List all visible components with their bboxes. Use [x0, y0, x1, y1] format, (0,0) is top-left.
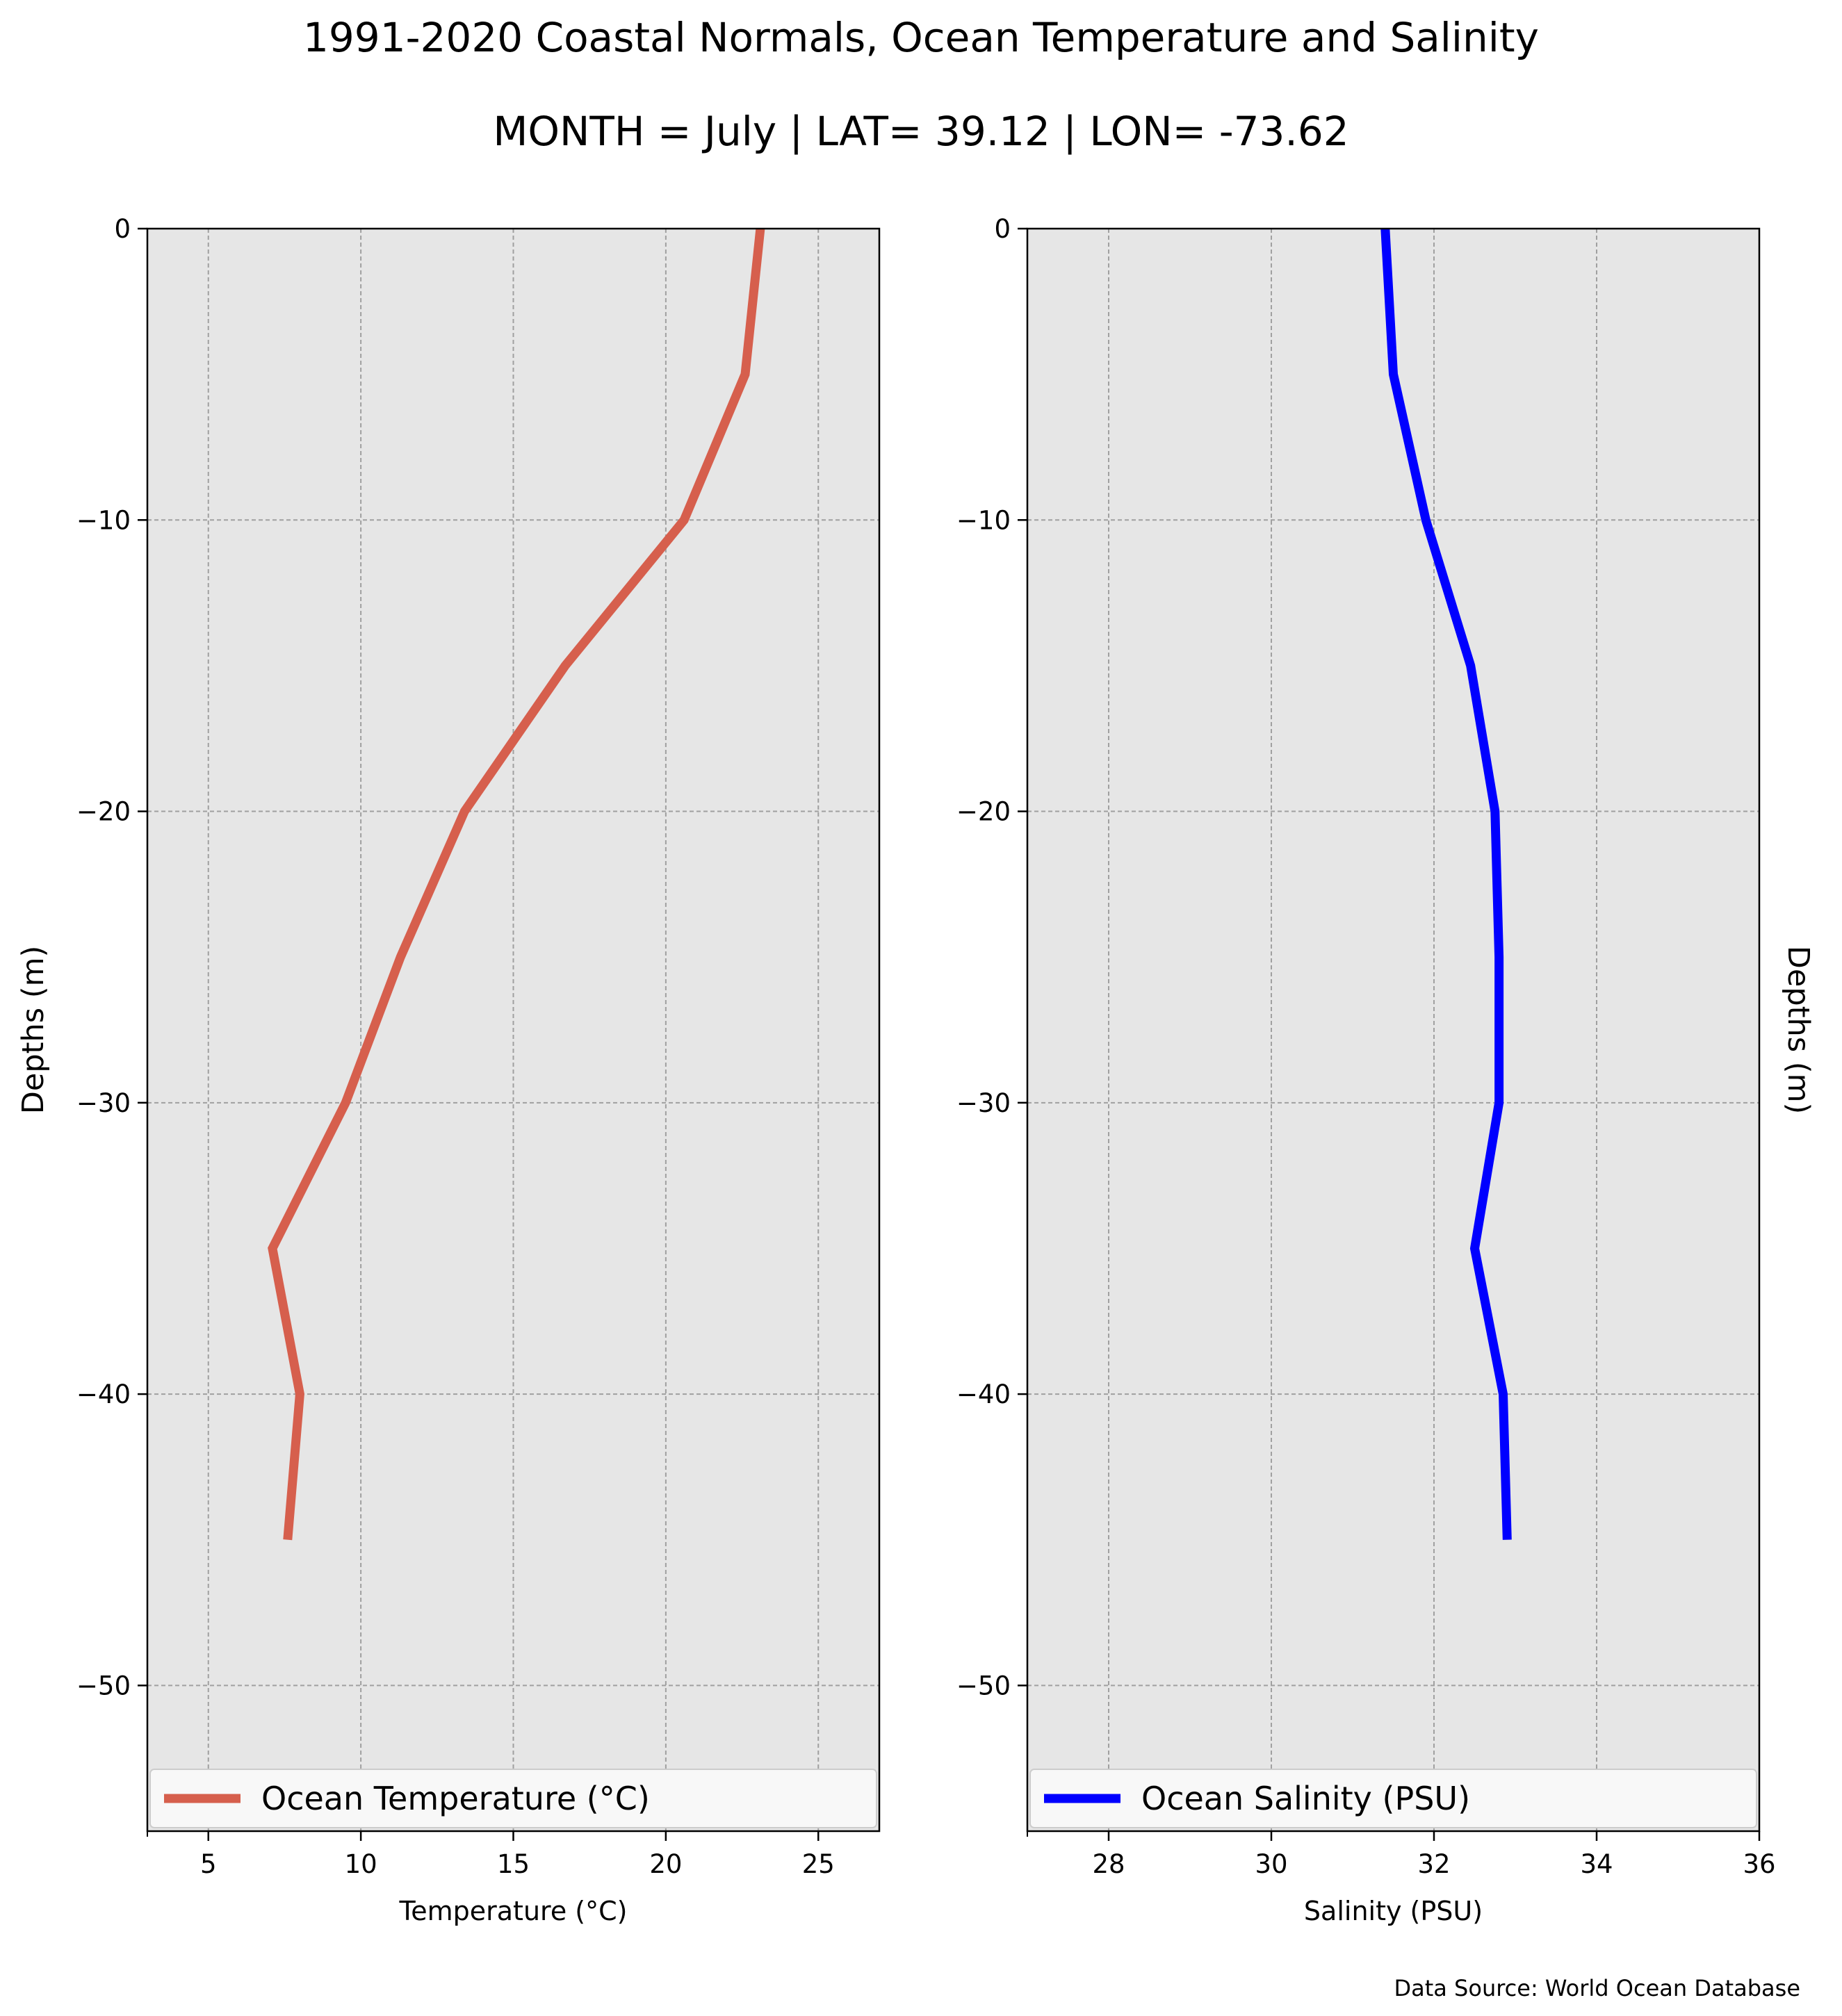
y-tick-label: 0	[114, 214, 131, 244]
y-tick-label: −20	[956, 797, 1011, 827]
x-tick-label: 25	[802, 1849, 835, 1879]
y-axis-label-temperature: Depths (m)	[16, 946, 51, 1114]
legend-label-temperature: Ocean Temperature (°C)	[261, 1780, 650, 1817]
y-tick-label: −50	[76, 1671, 131, 1701]
x-tick-label: 15	[497, 1849, 530, 1879]
x-tick-label: 5	[200, 1849, 217, 1879]
series-line-temperature	[268, 228, 765, 1541]
x-tick-label: 36	[1743, 1849, 1775, 1879]
legend-label-salinity: Ocean Salinity (PSU)	[1141, 1780, 1470, 1817]
data-source-note: Data Source: World Ocean Database	[1394, 1975, 1800, 2001]
x-tick-label: 10	[345, 1849, 377, 1879]
y-tick-label: −30	[956, 1088, 1011, 1118]
x-axis-label-temperature: Temperature (°C)	[399, 1896, 628, 1926]
y-tick-label: −10	[76, 505, 131, 535]
chart-title: 1991-2020 Coastal Normals, Ocean Tempera…	[303, 14, 1539, 61]
y-tick-label: −40	[76, 1379, 131, 1409]
legend-box-salinity	[1029, 1769, 1757, 1828]
x-axis-label-salinity: Salinity (PSU)	[1304, 1896, 1483, 1926]
x-tick-label: 30	[1255, 1849, 1287, 1879]
y-tick-label: −50	[956, 1671, 1011, 1701]
x-tick-label: 20	[649, 1849, 682, 1879]
plot-frame-salinity	[1026, 227, 1761, 1833]
plot-area-salinity	[1027, 229, 1759, 1831]
y-tick-label: −20	[76, 797, 131, 827]
x-tick-label: 28	[1092, 1849, 1125, 1879]
legend-box-temperature	[149, 1769, 877, 1828]
x-tick-label: 34	[1580, 1849, 1613, 1879]
x-tick-label: 32	[1417, 1849, 1450, 1879]
chart-panel-temperature: 5 10 15 20 25 0 −10 −20 −30 −40 −50 Temperature (°C…	[16, 214, 881, 1926]
y-tick-label: 0	[994, 214, 1011, 244]
y-axis-label-salinity: Depths (m)	[1781, 946, 1816, 1114]
series-line-salinity	[1380, 228, 1512, 1540]
y-tick-label: −10	[956, 505, 1011, 535]
y-tick-label: −40	[956, 1379, 1011, 1409]
chart-panel-salinity: 28 30 32 34 36 0 −10 −20 −30 −40 −50 Salinity (PSU)…	[956, 214, 1816, 1926]
y-tick-label: −30	[76, 1088, 131, 1118]
chart-subtitle: MONTH = July | LAT= 39.12 | LON= -73.62	[493, 108, 1349, 155]
